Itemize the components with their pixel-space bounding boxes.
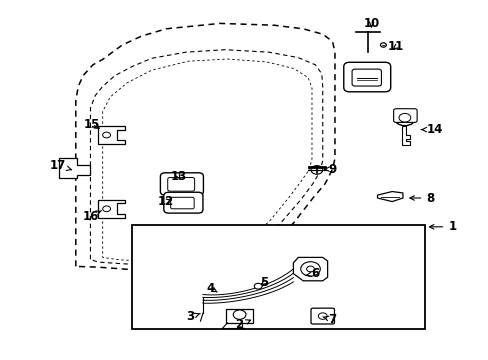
FancyBboxPatch shape [170,197,194,209]
Text: 8: 8 [409,192,433,204]
Text: 13: 13 [170,170,186,183]
FancyBboxPatch shape [163,192,203,213]
Circle shape [254,283,262,289]
FancyBboxPatch shape [393,109,416,122]
Polygon shape [401,126,409,145]
Text: 1: 1 [428,220,455,233]
Text: 6: 6 [305,267,319,280]
Text: 5: 5 [260,276,267,289]
Text: 7: 7 [323,313,336,326]
Text: 2: 2 [235,318,250,331]
FancyBboxPatch shape [351,69,381,86]
Bar [225,309,253,323]
FancyBboxPatch shape [160,173,203,195]
Polygon shape [59,158,90,178]
Text: 15: 15 [83,118,100,131]
Polygon shape [98,200,124,218]
Circle shape [393,110,415,126]
Text: 10: 10 [363,17,379,30]
FancyBboxPatch shape [167,177,194,191]
Polygon shape [293,257,327,281]
FancyBboxPatch shape [310,308,334,324]
Bar [132,225,425,329]
FancyBboxPatch shape [343,62,390,92]
Polygon shape [377,192,402,202]
Circle shape [380,43,386,47]
Circle shape [300,262,320,276]
Circle shape [102,132,110,138]
Circle shape [398,113,410,122]
Circle shape [318,313,326,319]
Circle shape [306,266,314,272]
Text: 16: 16 [82,210,101,222]
Text: 4: 4 [206,282,217,294]
Text: 9: 9 [324,163,336,176]
Polygon shape [98,126,124,144]
Circle shape [233,310,245,319]
Circle shape [310,166,322,174]
Text: 12: 12 [158,195,174,208]
Text: 3: 3 [186,310,200,323]
Text: 17: 17 [49,159,71,172]
Text: 11: 11 [387,40,404,53]
Circle shape [102,206,110,212]
Text: 14: 14 [421,123,443,136]
